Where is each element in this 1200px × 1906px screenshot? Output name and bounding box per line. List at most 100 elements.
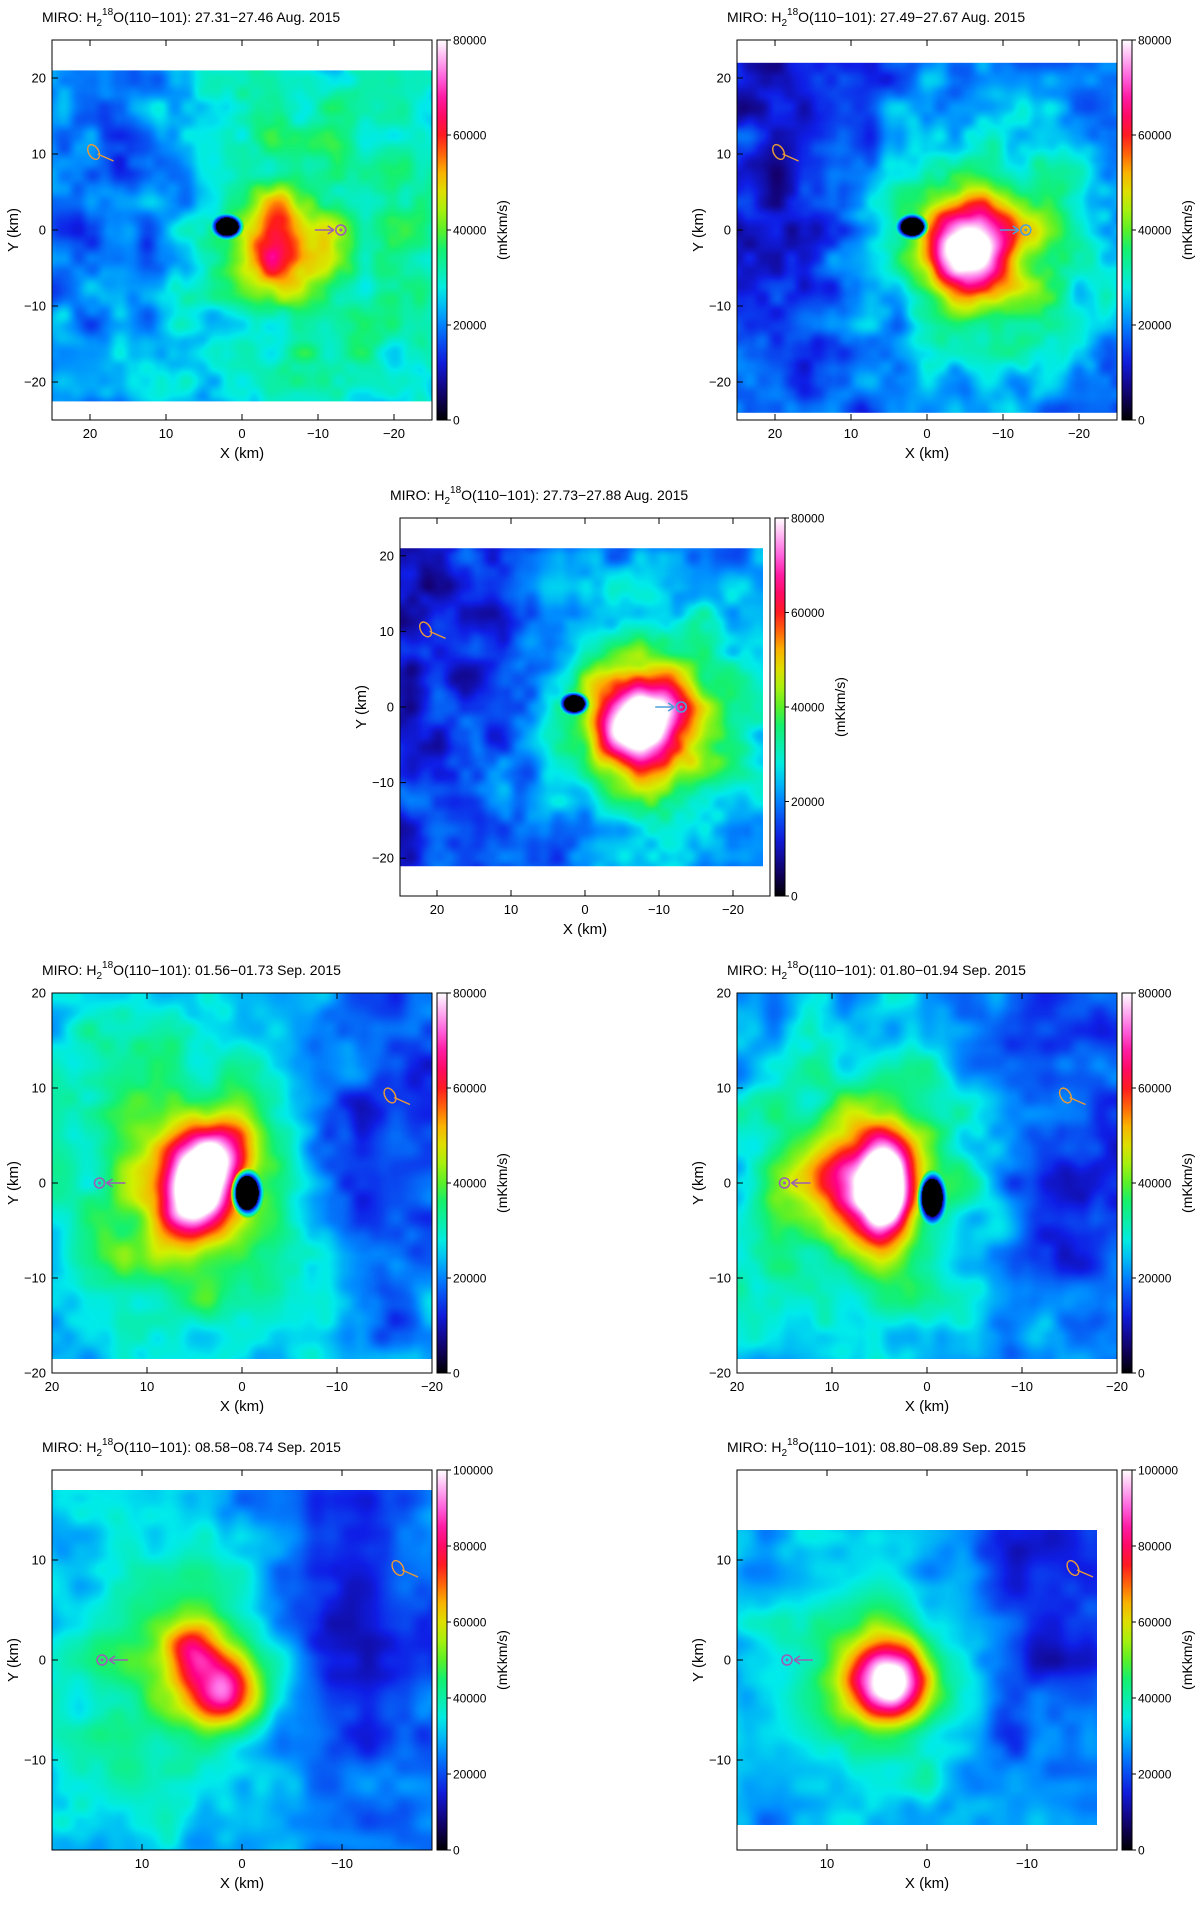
spin-axis-marker [1066,1559,1094,1578]
y-tick-label: −20 [709,1366,731,1381]
spin-arrow [393,1096,411,1106]
x-tick-label: 10 [844,426,858,441]
chart-title: MIRO: H218O(110−101): 01.56−01.73 Sep. 2… [42,960,341,982]
x-tick-label: 20 [430,902,444,917]
x-tick-label: 10 [825,1379,839,1394]
heatmap-image [52,1490,432,1850]
sun-direction-marker [96,1654,128,1666]
x-tick-label: −10 [648,902,670,917]
sun-direction-marker [314,224,347,236]
y-axis-label: Y (km) [5,208,22,252]
x-axis-label: X (km) [220,1875,264,1892]
y-axis-label: Y (km) [5,1161,22,1205]
colorbar-tick-label: 0 [453,1367,460,1381]
marker-dot [100,1658,104,1662]
chart-panel-7: 10 0 −10 10 0 −10 X (km) Y (km) MIRO: H218O(110−… [690,1437,1195,1892]
heatmap-image [737,1530,1097,1825]
colorbar-tick-label: 0 [453,414,460,428]
colorbar-tick-label: 20000 [1138,1768,1172,1782]
y-tick-label: 0 [724,223,731,238]
marker-arrowhead [1012,225,1020,235]
x-tick-label: 10 [159,426,173,441]
title-superscript: 18 [450,485,462,496]
colorbar-label: (mKkm/s) [494,200,510,260]
colorbar [1121,992,1133,1374]
title-prefix: MIRO: H [42,9,96,25]
colorbar-tick-label: 40000 [453,1692,487,1706]
x-tick-label: −10 [1011,1379,1033,1394]
y-tick-label: −10 [709,1753,731,1768]
x-tick-label: 0 [238,1379,245,1394]
x-tick-label: 0 [923,1379,930,1394]
title-suffix: O(110−101): 27.31−27.46 Aug. 2015 [113,9,340,25]
x-tick-label: 10 [135,1856,149,1871]
spin-arrow [97,153,114,162]
colorbar-label: (mKkm/s) [1179,200,1195,260]
colorbar-tick-label: 0 [1138,414,1145,428]
x-tick-label: −20 [722,902,744,917]
colorbar-label: (mKkm/s) [832,677,848,737]
title-superscript: 18 [787,1437,799,1448]
colorbar-tick-label: 20000 [1138,319,1172,333]
colorbar-tick-label: 60000 [1138,1616,1172,1630]
heatmap-image [52,993,432,1359]
colorbar-tick-label: 80000 [1138,34,1172,48]
spin-arrow [782,153,799,162]
title-superscript: 18 [787,960,799,971]
y-axis-label: Y (km) [353,685,370,729]
colorbar-tick-label: 80000 [453,34,487,48]
colorbar [1121,1469,1133,1851]
title-superscript: 18 [102,1437,114,1448]
colorbar-tick-label: 20000 [791,795,825,809]
colorbar [436,39,448,421]
title-subscript: 2 [444,496,450,507]
marker-circle [334,224,347,236]
spin-loop [1058,1087,1073,1104]
title-subscript: 2 [96,18,102,29]
x-tick-label: 20 [768,426,782,441]
colorbar-label: (mKkm/s) [494,1630,510,1690]
y-axis-label: Y (km) [690,208,707,252]
x-axis-label: X (km) [220,445,264,462]
title-subscript: 2 [96,971,102,982]
y-axis-label: Y (km) [690,1161,707,1205]
heatmap-image [737,993,1117,1359]
x-axis-label: X (km) [220,1398,264,1415]
title-suffix: O(110−101): 01.56−01.73 Sep. 2015 [113,962,341,978]
spin-loop [383,1087,397,1104]
marker-arrowhead [667,702,675,712]
colorbar [436,1469,448,1851]
y-tick-label: 20 [380,548,394,563]
title-prefix: MIRO: H [42,962,96,978]
chart-panel-6: 10 0 −10 10 0 −10 X (km) Y (km) MIRO: H218O(110−… [5,1437,510,1892]
title-prefix: MIRO: H [390,487,444,503]
x-tick-label: 0 [238,426,245,441]
spin-arrow [429,630,446,640]
title-subscript: 2 [781,18,787,29]
marker-dot [785,1658,789,1662]
colorbar-tick-label: 60000 [1138,1082,1172,1096]
x-tick-label: 10 [140,1379,154,1394]
spin-axis-marker [383,1087,411,1106]
x-tick-label: −20 [421,1379,443,1394]
y-tick-label: 0 [39,1176,46,1191]
heatmap-image [400,548,763,867]
sun-direction-marker [781,1654,813,1666]
x-tick-label: 20 [83,426,97,441]
colorbar-tick-label: 60000 [453,1616,487,1630]
spin-axis-marker [87,143,114,162]
x-tick-label: −10 [1016,1856,1038,1871]
spin-arrow [1069,1096,1086,1106]
colorbar-tick-label: 80000 [791,512,825,526]
title-subscript: 2 [781,1448,787,1459]
title-superscript: 18 [102,7,114,18]
chart-title: MIRO: H218O(110−101): 27.31−27.46 Aug. 2… [42,7,340,29]
colorbar-label: (mKkm/s) [1179,1153,1195,1213]
y-tick-label: 0 [39,1653,46,1668]
y-tick-label: −10 [24,1271,46,1286]
colorbar-tick-label: 60000 [791,606,825,620]
y-tick-label: 20 [717,986,731,1001]
